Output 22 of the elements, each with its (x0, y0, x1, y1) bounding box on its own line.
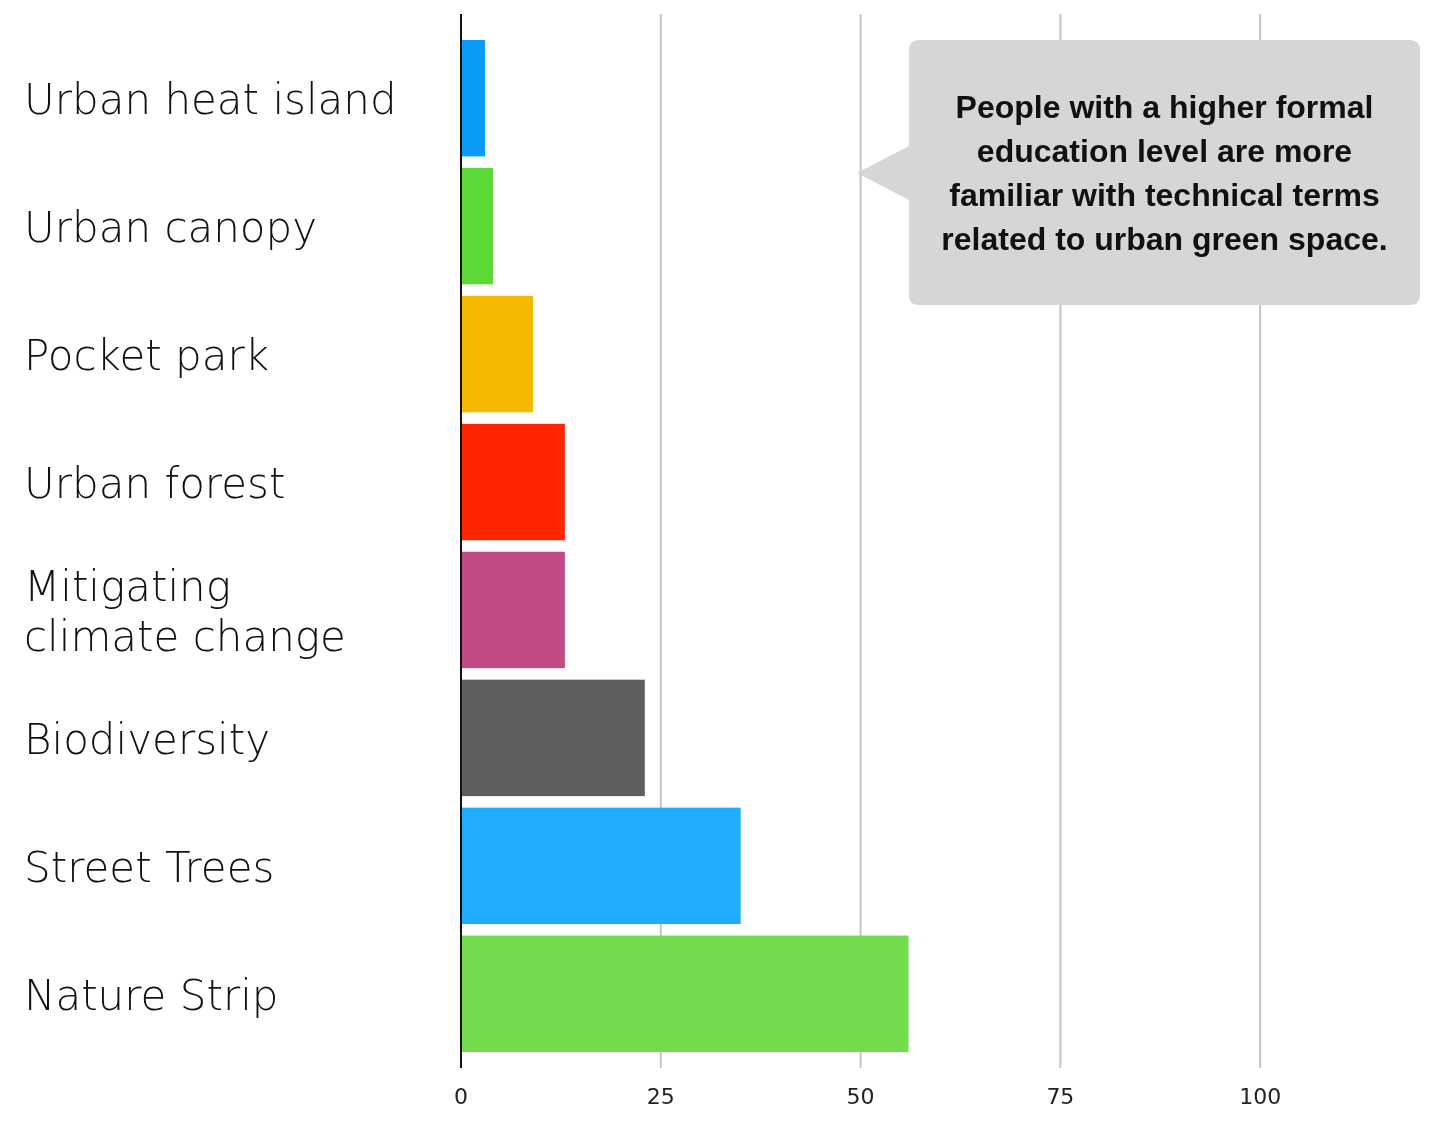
bar (461, 807, 741, 925)
y-tick-label: Nature Strip (24, 970, 279, 1020)
y-tick-label: Urban canopy (24, 203, 318, 253)
bar (461, 423, 565, 541)
y-tick-label: Mitigating climate change (24, 561, 346, 661)
y-tick-label: Street Trees (24, 842, 275, 892)
bar (461, 40, 485, 157)
x-tick-label: 75 (1046, 1084, 1075, 1109)
y-tick-label: Pocket park (24, 331, 270, 381)
bar (461, 679, 645, 797)
x-tick-label: 100 (1239, 1084, 1282, 1109)
x-tick-label: 25 (646, 1084, 675, 1109)
annotation: People with a higher formal education level are more familiar with technical terms related to urban green space. (941, 88, 1388, 257)
bar (461, 167, 493, 285)
x-tick-label: 50 (846, 1084, 875, 1109)
bar (461, 935, 909, 1052)
x-tick-label: 0 (454, 1084, 468, 1109)
bar (461, 551, 565, 669)
y-tick-label: Urban forest (24, 459, 286, 509)
y-tick-label: Biodiversity (24, 714, 271, 764)
y-tick-label: Urban heat island (24, 75, 397, 125)
bar (461, 295, 533, 413)
